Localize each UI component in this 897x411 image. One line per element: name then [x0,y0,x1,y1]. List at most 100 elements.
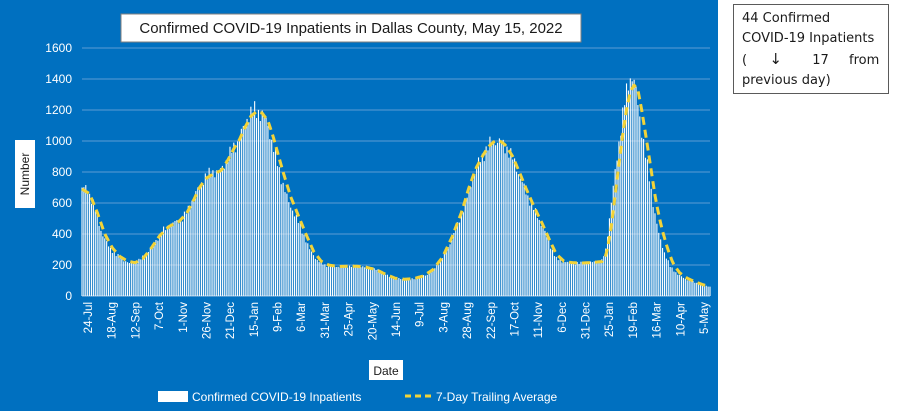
bar [517,174,519,296]
bar [476,167,478,296]
bar [90,203,93,296]
bar [481,153,483,296]
bar [589,261,592,296]
y-tick-label: 600 [52,196,72,210]
bar [100,230,102,296]
x-tick-label: 11-Nov [533,302,545,338]
bar [580,261,582,296]
bar [377,269,379,296]
bar [707,286,709,296]
bar [658,232,660,296]
x-tick-label: 24-Jul [83,302,95,333]
x-tick-label: 18-Aug [107,302,119,339]
bar [502,139,504,296]
bar [434,268,436,296]
bar [567,261,569,296]
bar [468,187,470,296]
bar [392,278,394,296]
bar [375,269,377,296]
bar [656,223,658,296]
bar [576,261,578,296]
bar [633,79,635,296]
chart-panel: 0 200 400 600 800 1000 1200 1400 1600 24-Jul 18-A… [0,0,718,411]
bar [113,252,115,296]
bar [584,262,586,296]
bar [684,278,686,296]
bar [667,260,669,296]
x-tick-label: 25-Apr [344,302,356,337]
bar [193,198,195,296]
bar [350,266,352,296]
x-tick-label: 25-Jan [604,302,616,337]
bar [174,221,176,296]
bar [436,265,438,296]
bar [123,261,125,296]
bar [286,193,288,296]
y-tick-label: 1200 [45,103,72,117]
bar [142,255,144,296]
bar [496,142,499,296]
bar [514,158,516,296]
bar [557,260,559,296]
bar [479,162,481,296]
bar [312,255,315,296]
bar [356,265,358,296]
bar [96,213,98,296]
bar [470,187,472,296]
bar [295,214,297,296]
bar [411,278,413,296]
bar [409,279,411,296]
bar [386,274,389,296]
bar [164,230,167,296]
x-tick-label: 21-Dec [225,302,237,339]
bar [250,106,252,297]
x-axis-label-box [369,360,403,380]
bar [572,262,574,296]
bar [512,159,514,296]
x-tick-label: 6-Dec [557,302,569,333]
info-from: from [849,53,880,68]
bar [705,285,707,296]
bar [208,167,210,296]
chart-title-box [120,13,582,43]
bar [242,125,244,297]
bar [445,251,447,296]
bar [504,153,506,296]
bar [119,258,121,296]
bar [627,90,629,297]
bar [293,216,296,296]
bar [89,193,91,296]
bar [257,109,259,296]
bar [531,201,533,296]
x-tick-label: 15-Jan [249,302,261,337]
bar [233,142,235,296]
bar [690,281,692,296]
bar [588,262,590,296]
bar [130,262,132,296]
bar [635,86,637,296]
bar [570,263,573,296]
chart-svg: 0 200 400 600 800 1000 1200 1400 1600 24-Jul 18-A… [0,0,718,411]
bar [187,205,189,296]
bar [650,188,652,296]
bar [595,263,597,296]
bar [616,160,618,296]
info-line-4: previous day) [742,73,831,88]
bar [402,279,404,296]
bar [132,263,134,296]
bar [574,264,576,296]
bar [206,177,208,296]
x-tick-label: 19-Feb [628,302,640,338]
bar [459,222,461,296]
bar [195,191,197,296]
bar [487,150,489,296]
bar [197,187,199,296]
bar [527,195,529,296]
bar [98,225,100,296]
bar [462,212,464,296]
bar [563,262,565,296]
bar [339,267,341,296]
bar [333,266,335,296]
bar [180,219,182,296]
bar [540,225,542,296]
